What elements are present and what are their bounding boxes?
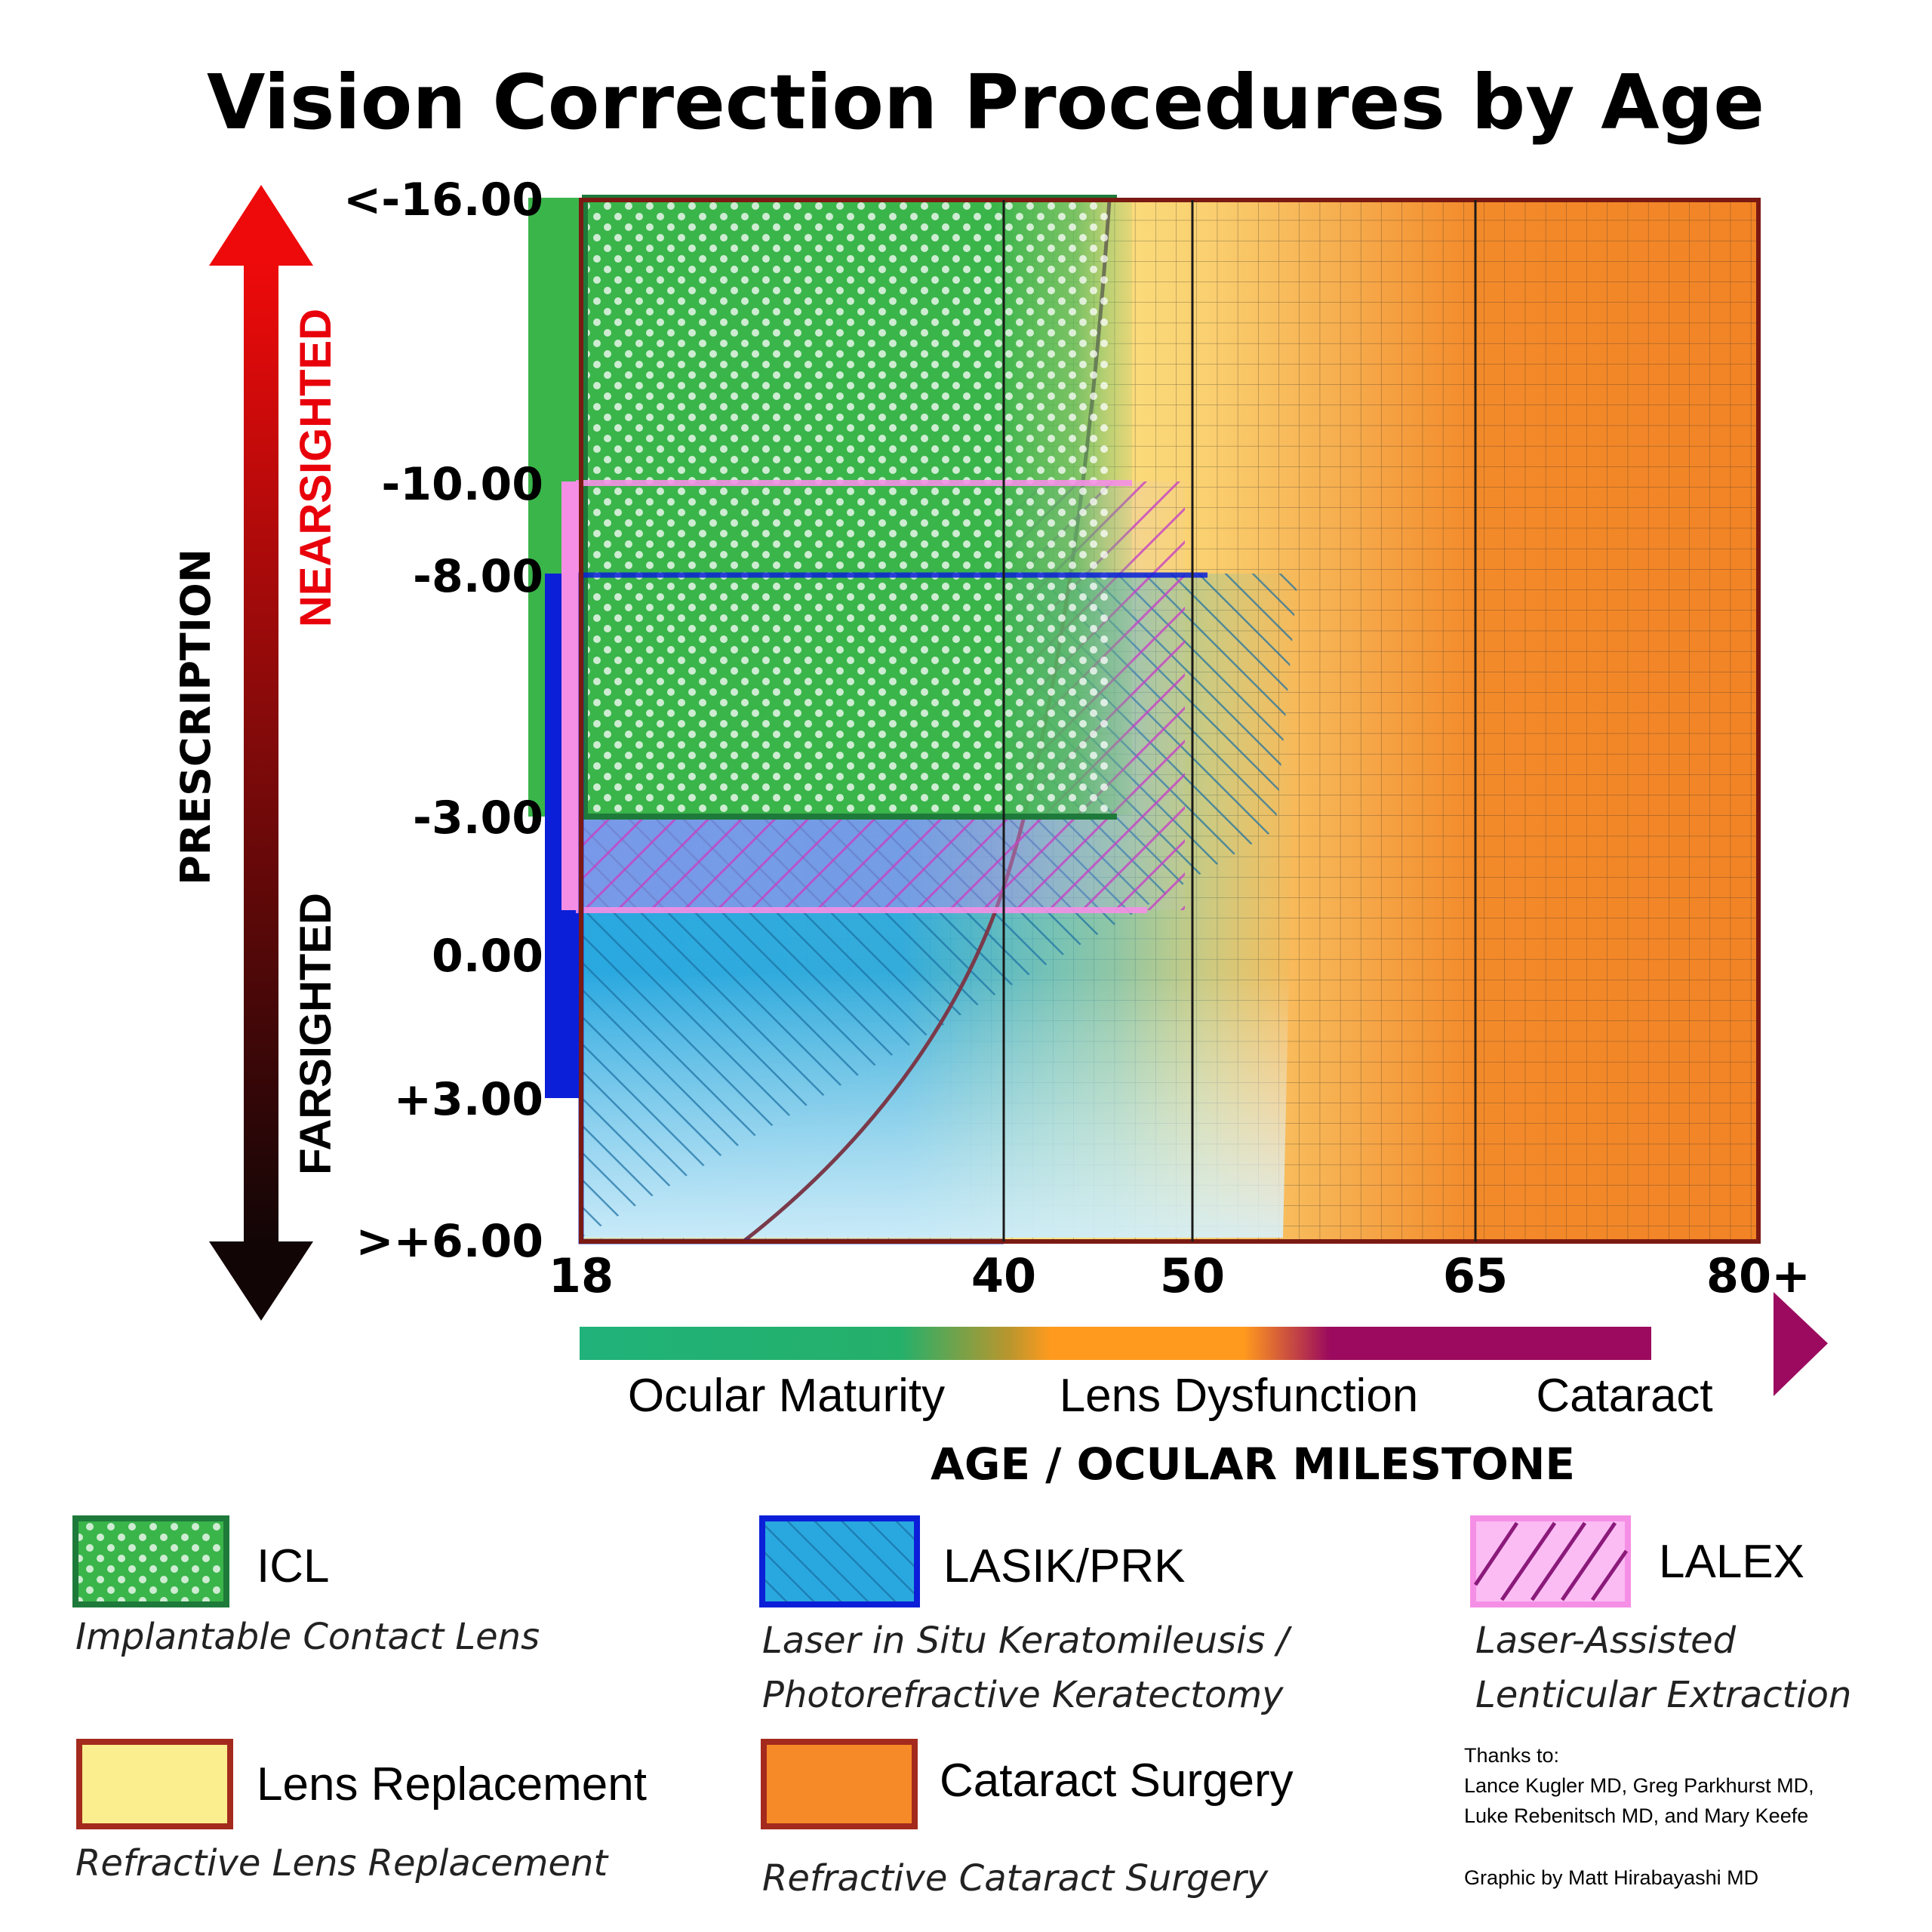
x-tick-label: 65	[1443, 1248, 1508, 1303]
legend-swatch-lalex	[1470, 1515, 1631, 1607]
credits: Thanks to: Lance Kugler MD, Greg Parkhur…	[1464, 1744, 1814, 1889]
y-tick-label: -8.00	[413, 550, 543, 603]
legend: ICL Implantable Contact Lens LASIK/PRK L…	[72, 1515, 1851, 1900]
legend-item-cataract: Cataract Surgery Refractive Cataract Sur…	[761, 1739, 1294, 1900]
y-axis-title: PRESCRIPTION	[172, 549, 220, 885]
legend-name-rlr: Lens Replacement	[257, 1758, 647, 1810]
legend-name-lalex: LALEX	[1659, 1536, 1804, 1588]
legend-name-cataract: Cataract Surgery	[940, 1755, 1294, 1807]
nearsighted-label: NEARSIGHTED	[291, 309, 340, 627]
farsighted-label: FARSIGHTED	[291, 893, 340, 1175]
legend-item-rlr: Lens Replacement Refractive Lens Replace…	[75, 1739, 647, 1884]
x-axis-ticks: 18 40 50 65 80+	[549, 1248, 1810, 1303]
credits-line-2: Luke Rebenitsch MD, and Mary Keefe	[1464, 1804, 1808, 1827]
legend-desc-icl: Implantable Contact Lens	[75, 1616, 540, 1658]
icl-dots	[581, 200, 1109, 815]
x-tick-label: 50	[1160, 1248, 1225, 1303]
y-tick-label: +3.00	[394, 1073, 543, 1126]
y-axis-ticks: <-16.00 -10.00 -8.00 -3.00 0.00 +3.00 >+6.00	[343, 174, 543, 1268]
plot-border	[579, 198, 1761, 1244]
milestone-label: Ocular Maturity	[628, 1370, 945, 1422]
legend-item-lasik: LASIK/PRK Laser in Situ Keratomileusis /…	[759, 1515, 1293, 1716]
x-tick-label: 18	[549, 1248, 614, 1303]
credits-author: Graphic by Matt Hirabayashi MD	[1464, 1866, 1758, 1889]
chart-title: Vision Correction Procedures by Age	[207, 58, 1764, 146]
legend-desc-lasik-1: Laser in Situ Keratomileusis /	[762, 1620, 1293, 1662]
legend-item-icl: ICL Implantable Contact Lens	[72, 1515, 540, 1658]
y-tick-label: <-16.00	[343, 174, 543, 226]
milestone-label: Lens Dysfunction	[1060, 1370, 1419, 1422]
plot-area	[581, 200, 1758, 1241]
legend-desc-rlr: Refractive Lens Replacement	[75, 1842, 609, 1884]
x-axis-title: AGE / OCULAR MILESTONE	[931, 1438, 1575, 1490]
x-tick-label: 80+	[1706, 1248, 1810, 1303]
credits-heading: Thanks to:	[1464, 1744, 1559, 1767]
legend-name-icl: ICL	[257, 1540, 329, 1592]
legend-swatch-cataract	[761, 1739, 918, 1829]
y-tick-label: -10.00	[381, 458, 543, 511]
age-divider-lines	[1002, 200, 1477, 1241]
legend-name-lasik: LASIK/PRK	[943, 1540, 1185, 1592]
credits-line-1: Lance Kugler MD, Greg Parkhurst MD,	[1464, 1774, 1814, 1797]
y-tick-label: -3.00	[413, 792, 543, 844]
legend-desc-lalex-1: Laser-Assisted	[1475, 1620, 1737, 1662]
legend-swatch-rlr	[76, 1739, 233, 1829]
milestone-label: Cataract	[1536, 1370, 1712, 1422]
milestone-arrow	[580, 1292, 1828, 1396]
prescription-arrow	[209, 185, 313, 1321]
x-tick-label: 40	[971, 1248, 1036, 1303]
legend-item-lalex: LALEX Laser-Assisted Lenticular Extracti…	[1470, 1515, 1851, 1716]
legend-desc-lasik-2: Photorefractive Keratectomy	[762, 1674, 1284, 1716]
y-tick-label: 0.00	[432, 930, 543, 983]
legend-desc-lalex-2: Lenticular Extraction	[1475, 1674, 1851, 1716]
legend-desc-cataract: Refractive Cataract Surgery	[762, 1857, 1269, 1900]
y-tick-label: >+6.00	[355, 1215, 543, 1268]
milestone-labels: Ocular Maturity Lens Dysfunction Cataract	[628, 1370, 1713, 1422]
